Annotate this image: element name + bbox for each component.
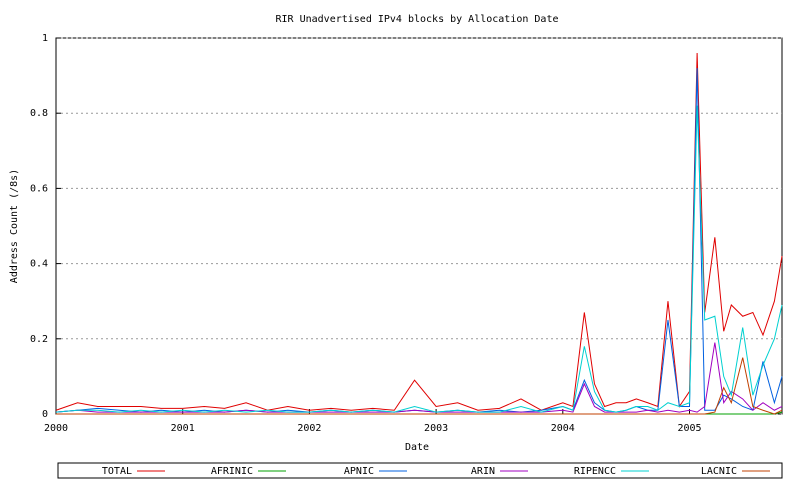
y-tick-label: 1 xyxy=(42,33,48,44)
y-tick-label: 0.6 xyxy=(30,183,48,194)
y-tick-label: 0 xyxy=(42,409,48,420)
series-line xyxy=(55,105,783,413)
y-axis-label: Address Count (/8s) xyxy=(9,169,20,283)
y-tick-label: 0.8 xyxy=(30,108,48,119)
legend-label: RIPENCC xyxy=(574,466,616,477)
legend-label: LACNIC xyxy=(701,466,737,477)
chart-title: RIR Unadvertised IPv4 blocks by Allocati… xyxy=(276,14,559,25)
x-tick-label: 2001 xyxy=(171,423,195,434)
x-tick-label: 2002 xyxy=(297,423,321,434)
x-tick-label: 2005 xyxy=(677,423,701,434)
series-line xyxy=(56,357,783,415)
legend-label: TOTAL xyxy=(102,466,132,477)
y-tick-label: 0.2 xyxy=(30,334,48,345)
x-tick-label: 2000 xyxy=(44,423,68,434)
x-tick-label: 2003 xyxy=(424,423,448,434)
y-tick-label: 0.4 xyxy=(30,259,48,270)
x-axis-label: Date xyxy=(405,442,429,453)
legend-box xyxy=(57,462,783,479)
legend-label: APNIC xyxy=(344,466,374,477)
legend-label: AFRINIC xyxy=(211,466,253,477)
series-line xyxy=(55,68,783,413)
legend-label: ARIN xyxy=(471,466,495,477)
x-tick-label: 2004 xyxy=(551,423,575,434)
